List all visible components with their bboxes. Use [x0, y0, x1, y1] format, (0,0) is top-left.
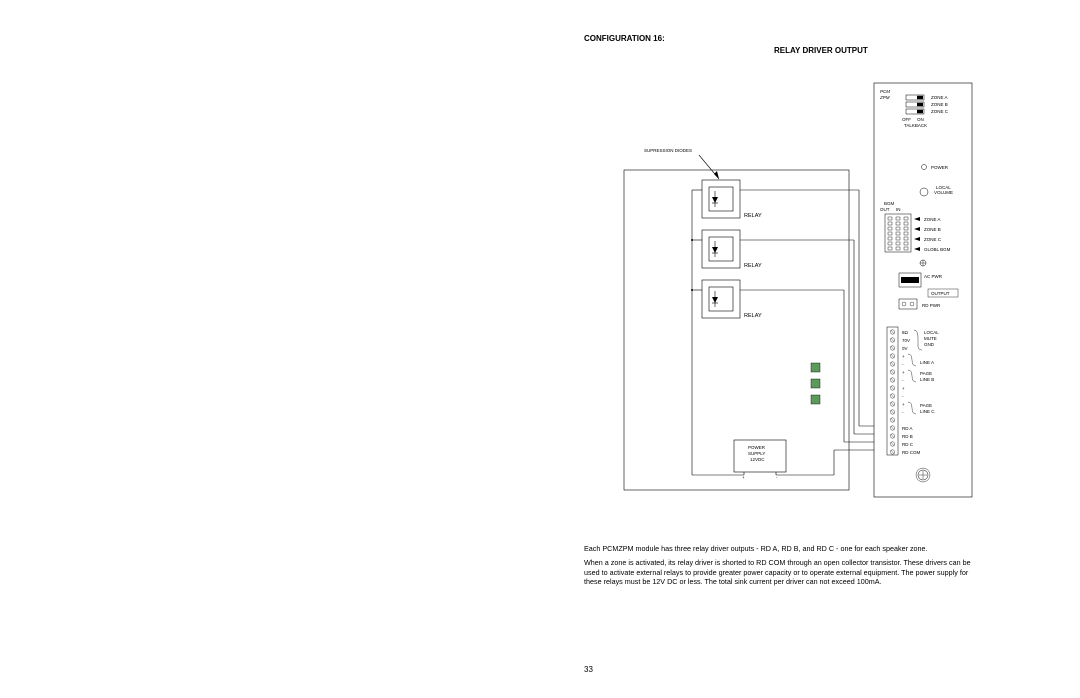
svg-text:POWER: POWER: [931, 165, 949, 170]
page-title: RELAY DRIVER OUTPUT: [774, 46, 868, 55]
svg-text:RD PWR: RD PWR: [922, 303, 941, 308]
svg-text:ZONE A: ZONE A: [924, 217, 941, 222]
svg-text:PCM: PCM: [880, 89, 890, 94]
svg-text:0V: 0V: [902, 346, 908, 351]
svg-text:ZONE A: ZONE A: [931, 95, 948, 100]
svg-text:LINE B: LINE B: [920, 377, 934, 382]
svg-text:RELAY: RELAY: [744, 313, 762, 319]
svg-text:LOCAL: LOCAL: [924, 330, 939, 335]
svg-text:LINE C: LINE C: [920, 409, 935, 414]
svg-text:RELAY: RELAY: [744, 213, 762, 219]
svg-text:8Ω: 8Ω: [902, 330, 909, 335]
svg-text:POWER: POWER: [748, 445, 766, 450]
svg-text:ZPM: ZPM: [879, 95, 890, 100]
svg-text:12VDC: 12VDC: [750, 457, 765, 462]
svg-text:AC PWR: AC PWR: [924, 274, 943, 279]
page-number: 33: [584, 665, 593, 674]
svg-text:OUT: OUT: [880, 207, 890, 212]
svg-text:70V: 70V: [902, 338, 910, 343]
svg-text:+: +: [902, 386, 905, 391]
supression-label: SUPRESSION DIODES: [644, 148, 692, 153]
svg-text:IN: IN: [896, 207, 901, 212]
svg-text:ZONE C: ZONE C: [924, 237, 942, 242]
svg-text:RD B: RD B: [902, 434, 913, 439]
svg-text:GLOBL BGM: GLOBL BGM: [924, 247, 951, 252]
svg-text:RELAY: RELAY: [744, 263, 762, 269]
svg-text:PAGE: PAGE: [920, 403, 932, 408]
relay-diagram: SUPRESSION DIODES RELAY RELAY: [584, 75, 988, 512]
svg-text:ZONE C: ZONE C: [931, 109, 949, 114]
config-label: CONFIGURATION 16:: [584, 34, 665, 43]
svg-text:+: +: [902, 402, 905, 407]
svg-text:-: -: [776, 475, 778, 480]
paragraph-1: Each PCMZPM module has three relay drive…: [584, 544, 984, 554]
svg-text:ZONE B: ZONE B: [931, 102, 948, 107]
svg-text:LINE A: LINE A: [920, 360, 934, 365]
svg-text:BGM: BGM: [884, 201, 895, 206]
svg-text:SUPPLY: SUPPLY: [748, 451, 765, 456]
svg-text:OFF: OFF: [902, 117, 911, 122]
svg-text:ZONE B: ZONE B: [924, 227, 941, 232]
svg-text:VOLUME: VOLUME: [934, 190, 953, 195]
svg-text:ON: ON: [917, 117, 924, 122]
svg-text:RD C: RD C: [902, 442, 914, 447]
svg-text:+: +: [742, 475, 745, 480]
svg-text:MUTE: MUTE: [924, 336, 937, 341]
svg-text:TALKBACK: TALKBACK: [904, 123, 927, 128]
svg-text:RD A: RD A: [902, 426, 913, 431]
svg-text:OUTPUT: OUTPUT: [931, 291, 950, 296]
relay-block-2: RELAY: [702, 230, 762, 269]
svg-text:RD COM: RD COM: [902, 450, 920, 455]
relay-block-1: RELAY: [702, 180, 762, 219]
relay-block-3: RELAY: [702, 280, 762, 319]
svg-text:PAGE: PAGE: [920, 371, 932, 376]
svg-text:+: +: [902, 354, 905, 359]
svg-text:GND: GND: [924, 342, 935, 347]
svg-text:+: +: [902, 370, 905, 375]
paragraph-2: When a zone is activated, its relay driv…: [584, 558, 984, 587]
